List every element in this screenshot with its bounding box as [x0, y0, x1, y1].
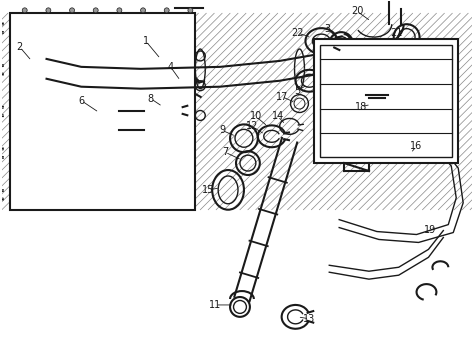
Text: 11: 11: [209, 300, 221, 310]
Text: 20: 20: [351, 6, 363, 16]
Text: 3: 3: [324, 24, 330, 34]
Circle shape: [22, 8, 27, 13]
Text: 17: 17: [275, 92, 288, 102]
Circle shape: [93, 8, 98, 13]
Circle shape: [141, 8, 146, 13]
Circle shape: [70, 8, 74, 13]
Text: 4: 4: [167, 62, 173, 72]
Text: 2: 2: [17, 42, 23, 52]
Text: 22: 22: [291, 28, 304, 38]
Bar: [10, 13, 195, 210]
Text: 9: 9: [219, 125, 225, 135]
Bar: [10, 13, 195, 210]
Text: 5: 5: [294, 86, 301, 96]
Text: 12: 12: [246, 121, 258, 132]
Text: 10: 10: [250, 111, 262, 121]
Text: 6: 6: [78, 96, 84, 105]
Text: 1: 1: [143, 36, 149, 46]
Bar: [314, 39, 458, 163]
Bar: [320, 45, 452, 157]
Text: 14: 14: [272, 111, 284, 121]
Text: 18: 18: [355, 102, 367, 112]
Text: 7: 7: [222, 147, 228, 157]
Text: 8: 8: [147, 94, 154, 104]
Text: 16: 16: [410, 141, 423, 151]
Text: 19: 19: [424, 224, 437, 235]
Text: 21: 21: [391, 28, 403, 38]
Text: 13: 13: [303, 314, 316, 324]
Circle shape: [164, 8, 169, 13]
Text: 15: 15: [202, 185, 214, 195]
Circle shape: [188, 8, 193, 13]
Circle shape: [117, 8, 122, 13]
Circle shape: [46, 8, 51, 13]
